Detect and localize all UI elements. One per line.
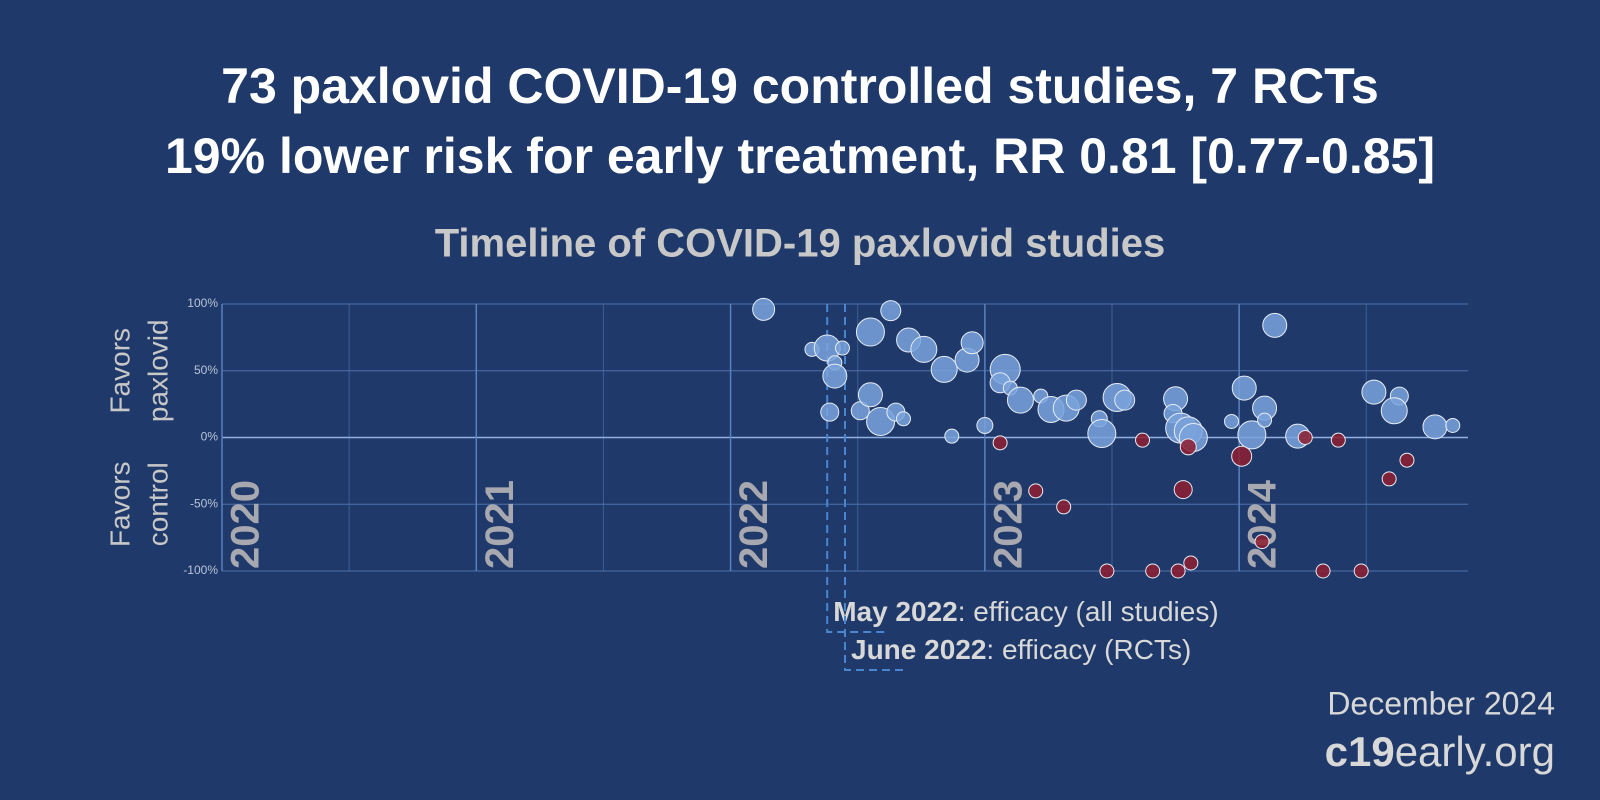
study-bubble: [1231, 375, 1257, 401]
annotation-text: : efficacy (all studies): [958, 596, 1219, 627]
study-bubble: [1315, 563, 1331, 579]
study-bubble: [1231, 445, 1253, 467]
study-bubble: [1099, 563, 1115, 579]
study-bubble: [1224, 413, 1240, 429]
study-bubble: [1065, 389, 1087, 411]
study-bubble: [855, 317, 885, 347]
study-bubble: [1237, 420, 1267, 450]
study-bubble: [1380, 397, 1408, 425]
plot-title: Timeline of COVID-19 paxlovid studies: [435, 222, 1166, 266]
y-axis-label: control: [142, 462, 173, 546]
study-bubble: [1170, 563, 1186, 579]
annotation: May 2022: efficacy (all studies): [833, 596, 1218, 627]
study-bubble: [834, 340, 850, 356]
study-bubble: [1353, 563, 1369, 579]
study-bubble: [1262, 312, 1288, 338]
study-bubble: [1006, 386, 1034, 414]
study-bubble: [944, 428, 960, 444]
study-bubble: [1056, 499, 1072, 515]
study-bubble: [895, 411, 911, 427]
study-bubble: [822, 363, 848, 389]
annotation-date: June 2022: [851, 634, 986, 665]
y-axis-label: Favors: [104, 328, 135, 414]
study-bubble: [1381, 471, 1397, 487]
x-tick-label: 2024: [1241, 479, 1285, 569]
study-bubble: [1179, 438, 1197, 456]
study-bubble: [1028, 483, 1044, 499]
x-tick-label: 2023: [986, 480, 1030, 569]
study-bubble: [1399, 452, 1415, 468]
study-bubble: [820, 402, 840, 422]
study-bubble: [1422, 414, 1448, 440]
study-bubble: [880, 300, 902, 322]
y-axis-label: paxlovid: [142, 319, 173, 422]
study-bubble: [1361, 379, 1387, 405]
title: 73 paxlovid COVID-19 controlled studies,…: [221, 58, 1379, 114]
study-bubble: [1297, 430, 1313, 445]
site: c19early.org: [1325, 728, 1555, 775]
study-bubble: [1114, 389, 1136, 411]
site-rest: early.org: [1395, 728, 1555, 775]
y-tick-label: -50%: [190, 496, 218, 510]
x-tick-label: 2021: [478, 480, 522, 569]
study-bubble: [992, 435, 1008, 451]
annotation: June 2022: efficacy (RCTs): [851, 634, 1191, 665]
study-bubble: [1173, 480, 1193, 500]
study-bubble: [930, 355, 958, 383]
y-tick-label: 100%: [187, 296, 218, 310]
site-bold: c19: [1325, 728, 1395, 775]
study-bubble: [1145, 563, 1161, 579]
y-tick-label: -100%: [183, 563, 218, 577]
x-tick-label: 2020: [224, 480, 268, 569]
y-tick-label: 0%: [201, 430, 219, 444]
study-bubble: [1257, 412, 1273, 428]
annotation-text: : efficacy (RCTs): [986, 634, 1191, 665]
study-bubble: [910, 335, 938, 363]
date: December 2024: [1327, 685, 1555, 721]
study-bubble: [1135, 432, 1151, 448]
x-tick-label: 2022: [732, 480, 776, 569]
y-axis-label: Favors: [104, 461, 135, 547]
study-bubble: [1183, 555, 1199, 571]
annotation-line: [844, 304, 907, 671]
subtitle: 19% lower risk for early treatment, RR 0…: [165, 128, 1435, 184]
y-tick-label: 50%: [194, 363, 218, 377]
annotation-date: May 2022: [833, 596, 958, 627]
study-bubble: [857, 382, 883, 408]
study-bubble: [960, 331, 984, 355]
study-bubble: [1254, 534, 1270, 550]
study-bubble: [752, 297, 776, 321]
study-bubble: [1445, 417, 1461, 433]
study-bubble: [1330, 432, 1346, 448]
study-bubble: [1087, 418, 1117, 448]
study-bubble: [976, 416, 994, 434]
